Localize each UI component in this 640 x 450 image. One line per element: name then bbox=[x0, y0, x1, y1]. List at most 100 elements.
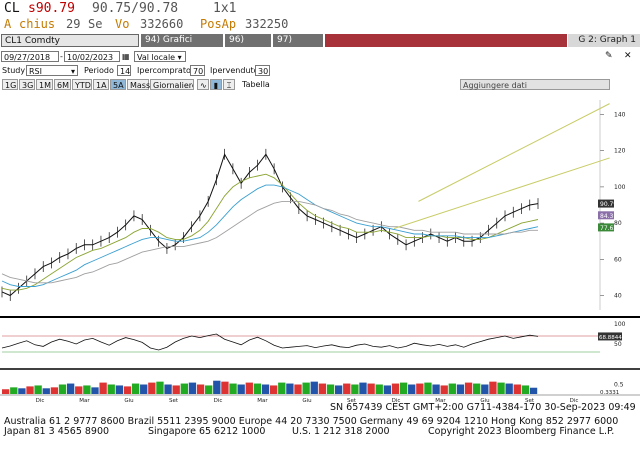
range-5a[interactable]: 5A bbox=[110, 79, 126, 90]
volume-bar bbox=[310, 381, 318, 394]
quote-header: CL s90.79 90.75/90.78 1x1 bbox=[0, 0, 640, 18]
add-data-field[interactable]: Aggiungere dati bbox=[460, 79, 610, 90]
footer-japan: Japan 81 3 4565 8900 bbox=[4, 426, 110, 437]
range-ytd[interactable]: YTD bbox=[72, 79, 92, 90]
oversold-field[interactable]: 30 bbox=[255, 65, 270, 76]
line-type-icon[interactable]: ∿ bbox=[197, 79, 209, 90]
last-value: 90.79 bbox=[35, 1, 75, 16]
date-to-field[interactable]: 10/02/2023 bbox=[64, 51, 120, 62]
volume-bar bbox=[408, 384, 416, 394]
currency-select[interactable]: Val locale ▾ bbox=[134, 51, 186, 62]
table-link[interactable]: Tabella bbox=[242, 80, 270, 89]
y-tick-label: 60 bbox=[614, 256, 622, 263]
volume-bar bbox=[481, 384, 489, 394]
range-6m[interactable]: 6M bbox=[54, 79, 71, 90]
volume-bar bbox=[34, 385, 42, 394]
status-bar bbox=[325, 34, 567, 47]
price-label: 77.62 bbox=[600, 225, 617, 232]
open-interest-label: PosAp bbox=[200, 17, 237, 31]
range-3g[interactable]: 3G bbox=[19, 79, 35, 90]
modify-button[interactable]: 97) Modif ▾ bbox=[273, 34, 323, 58]
volume-bar bbox=[497, 382, 505, 394]
open-interest-value: 332250 bbox=[245, 17, 289, 31]
volume-value-label: 0.3331 bbox=[600, 390, 619, 396]
x-tick-label: Set bbox=[169, 398, 179, 402]
volume-bar bbox=[521, 385, 530, 394]
volume-bar bbox=[83, 385, 91, 394]
close-icon[interactable]: ✕ bbox=[624, 51, 632, 61]
range-1g[interactable]: 1G bbox=[2, 79, 18, 90]
security-field[interactable]: CL1 Comdty bbox=[1, 34, 139, 47]
price-label-box bbox=[598, 211, 614, 220]
x-tick-label: Set bbox=[347, 398, 357, 402]
volume-bar bbox=[294, 384, 302, 394]
frequency-select[interactable]: Giornaliero▾ bbox=[150, 79, 194, 90]
footer-singapore: Singapore 65 6212 1000 bbox=[148, 426, 266, 437]
quote-subheader: A chius 29 Se Vo 332660 PosAp 332250 bbox=[0, 17, 640, 33]
candle-type-icon[interactable]: ⌶ bbox=[223, 79, 235, 90]
price-line bbox=[1, 153, 539, 297]
chart-area: 40 60 80 100 120 140 90.79 84.31 77.62 50 100 68.8… bbox=[0, 92, 640, 402]
overbought-field[interactable]: 70 bbox=[190, 65, 205, 76]
chart-background bbox=[0, 92, 640, 402]
footer-us: U.S. 1 212 318 2000 bbox=[292, 426, 390, 437]
x-tick-label: Dic bbox=[570, 398, 579, 402]
moving-average-line bbox=[1, 200, 538, 284]
ticker[interactable]: CL bbox=[4, 1, 20, 16]
volume-bar bbox=[416, 383, 424, 394]
overbought-label: Ipercomprato bbox=[137, 66, 191, 75]
volume-bar bbox=[140, 384, 148, 394]
y-tick-label: 100 bbox=[614, 184, 626, 191]
volume-bar bbox=[399, 382, 408, 394]
volume-bar bbox=[99, 382, 107, 394]
volume-bar bbox=[18, 388, 26, 394]
x-tick-label: Set bbox=[525, 398, 535, 402]
calendar-icon[interactable]: ▦ bbox=[122, 52, 130, 61]
volume-bar bbox=[270, 385, 278, 394]
volume-bar bbox=[391, 383, 400, 394]
range-1m[interactable]: 1M bbox=[36, 79, 53, 90]
suggested-charts-button[interactable]: 94) Grafici suggeriti bbox=[141, 34, 223, 58]
study-select[interactable]: RSI ▾ bbox=[26, 65, 78, 76]
rsi-tick-label: 50 bbox=[614, 341, 622, 348]
rsi-value-label: 68.88447 bbox=[599, 335, 626, 341]
y-tick-label: 40 bbox=[614, 293, 622, 300]
x-tick-label: Mar bbox=[435, 398, 446, 402]
suggested-charts-num: 94) bbox=[145, 35, 160, 45]
actions-label: Azioni bbox=[229, 48, 257, 58]
x-tick-label: Giu bbox=[124, 398, 133, 402]
volume-bar bbox=[107, 384, 115, 394]
volume-bar bbox=[302, 382, 310, 394]
chevron-down-icon: ▾ bbox=[301, 48, 310, 58]
x-tick-label: Dic bbox=[36, 398, 45, 402]
frequency-value: Giornaliero bbox=[153, 81, 194, 90]
rsi-panel: 50 100 68.88447 bbox=[1, 321, 626, 353]
volume-bar bbox=[205, 385, 213, 394]
actions-button[interactable]: 96) Azioni ▾ bbox=[225, 34, 271, 58]
volume-bar bbox=[375, 384, 383, 394]
volume-bar bbox=[229, 383, 237, 394]
chart-type-icon[interactable]: ▮ bbox=[210, 79, 222, 90]
rsi-tick-label: 100 bbox=[614, 321, 626, 328]
volume-bar bbox=[58, 384, 67, 394]
currency-value: Val locale bbox=[137, 53, 176, 62]
range-max[interactable]: Mass bbox=[127, 79, 150, 90]
x-tick-label: Giu bbox=[480, 398, 489, 402]
volume-bar bbox=[2, 389, 10, 394]
volume-label: Vo bbox=[115, 17, 130, 31]
range-1a[interactable]: 1A bbox=[93, 79, 109, 90]
date-from-field[interactable]: 09/27/2018 bbox=[1, 51, 59, 62]
period-field[interactable]: 14 bbox=[117, 65, 131, 76]
x-tick-label: Giu bbox=[302, 398, 311, 402]
x-tick-label: Dic bbox=[392, 398, 401, 402]
volume-bar bbox=[237, 384, 245, 394]
settings-icon[interactable]: ✎ bbox=[605, 51, 613, 61]
volume-bar bbox=[351, 384, 359, 394]
volume-bar bbox=[489, 381, 497, 394]
footer-phones: Australia 61 2 9777 8600 Brazil 5511 239… bbox=[4, 416, 619, 427]
volume-bar bbox=[432, 384, 440, 394]
volume-bar bbox=[148, 382, 156, 394]
channel-line bbox=[393, 157, 610, 230]
footer: SN 657439 CEST GMT+2:00 G711-4384-170 30… bbox=[0, 402, 640, 450]
volume-bar bbox=[131, 383, 140, 394]
